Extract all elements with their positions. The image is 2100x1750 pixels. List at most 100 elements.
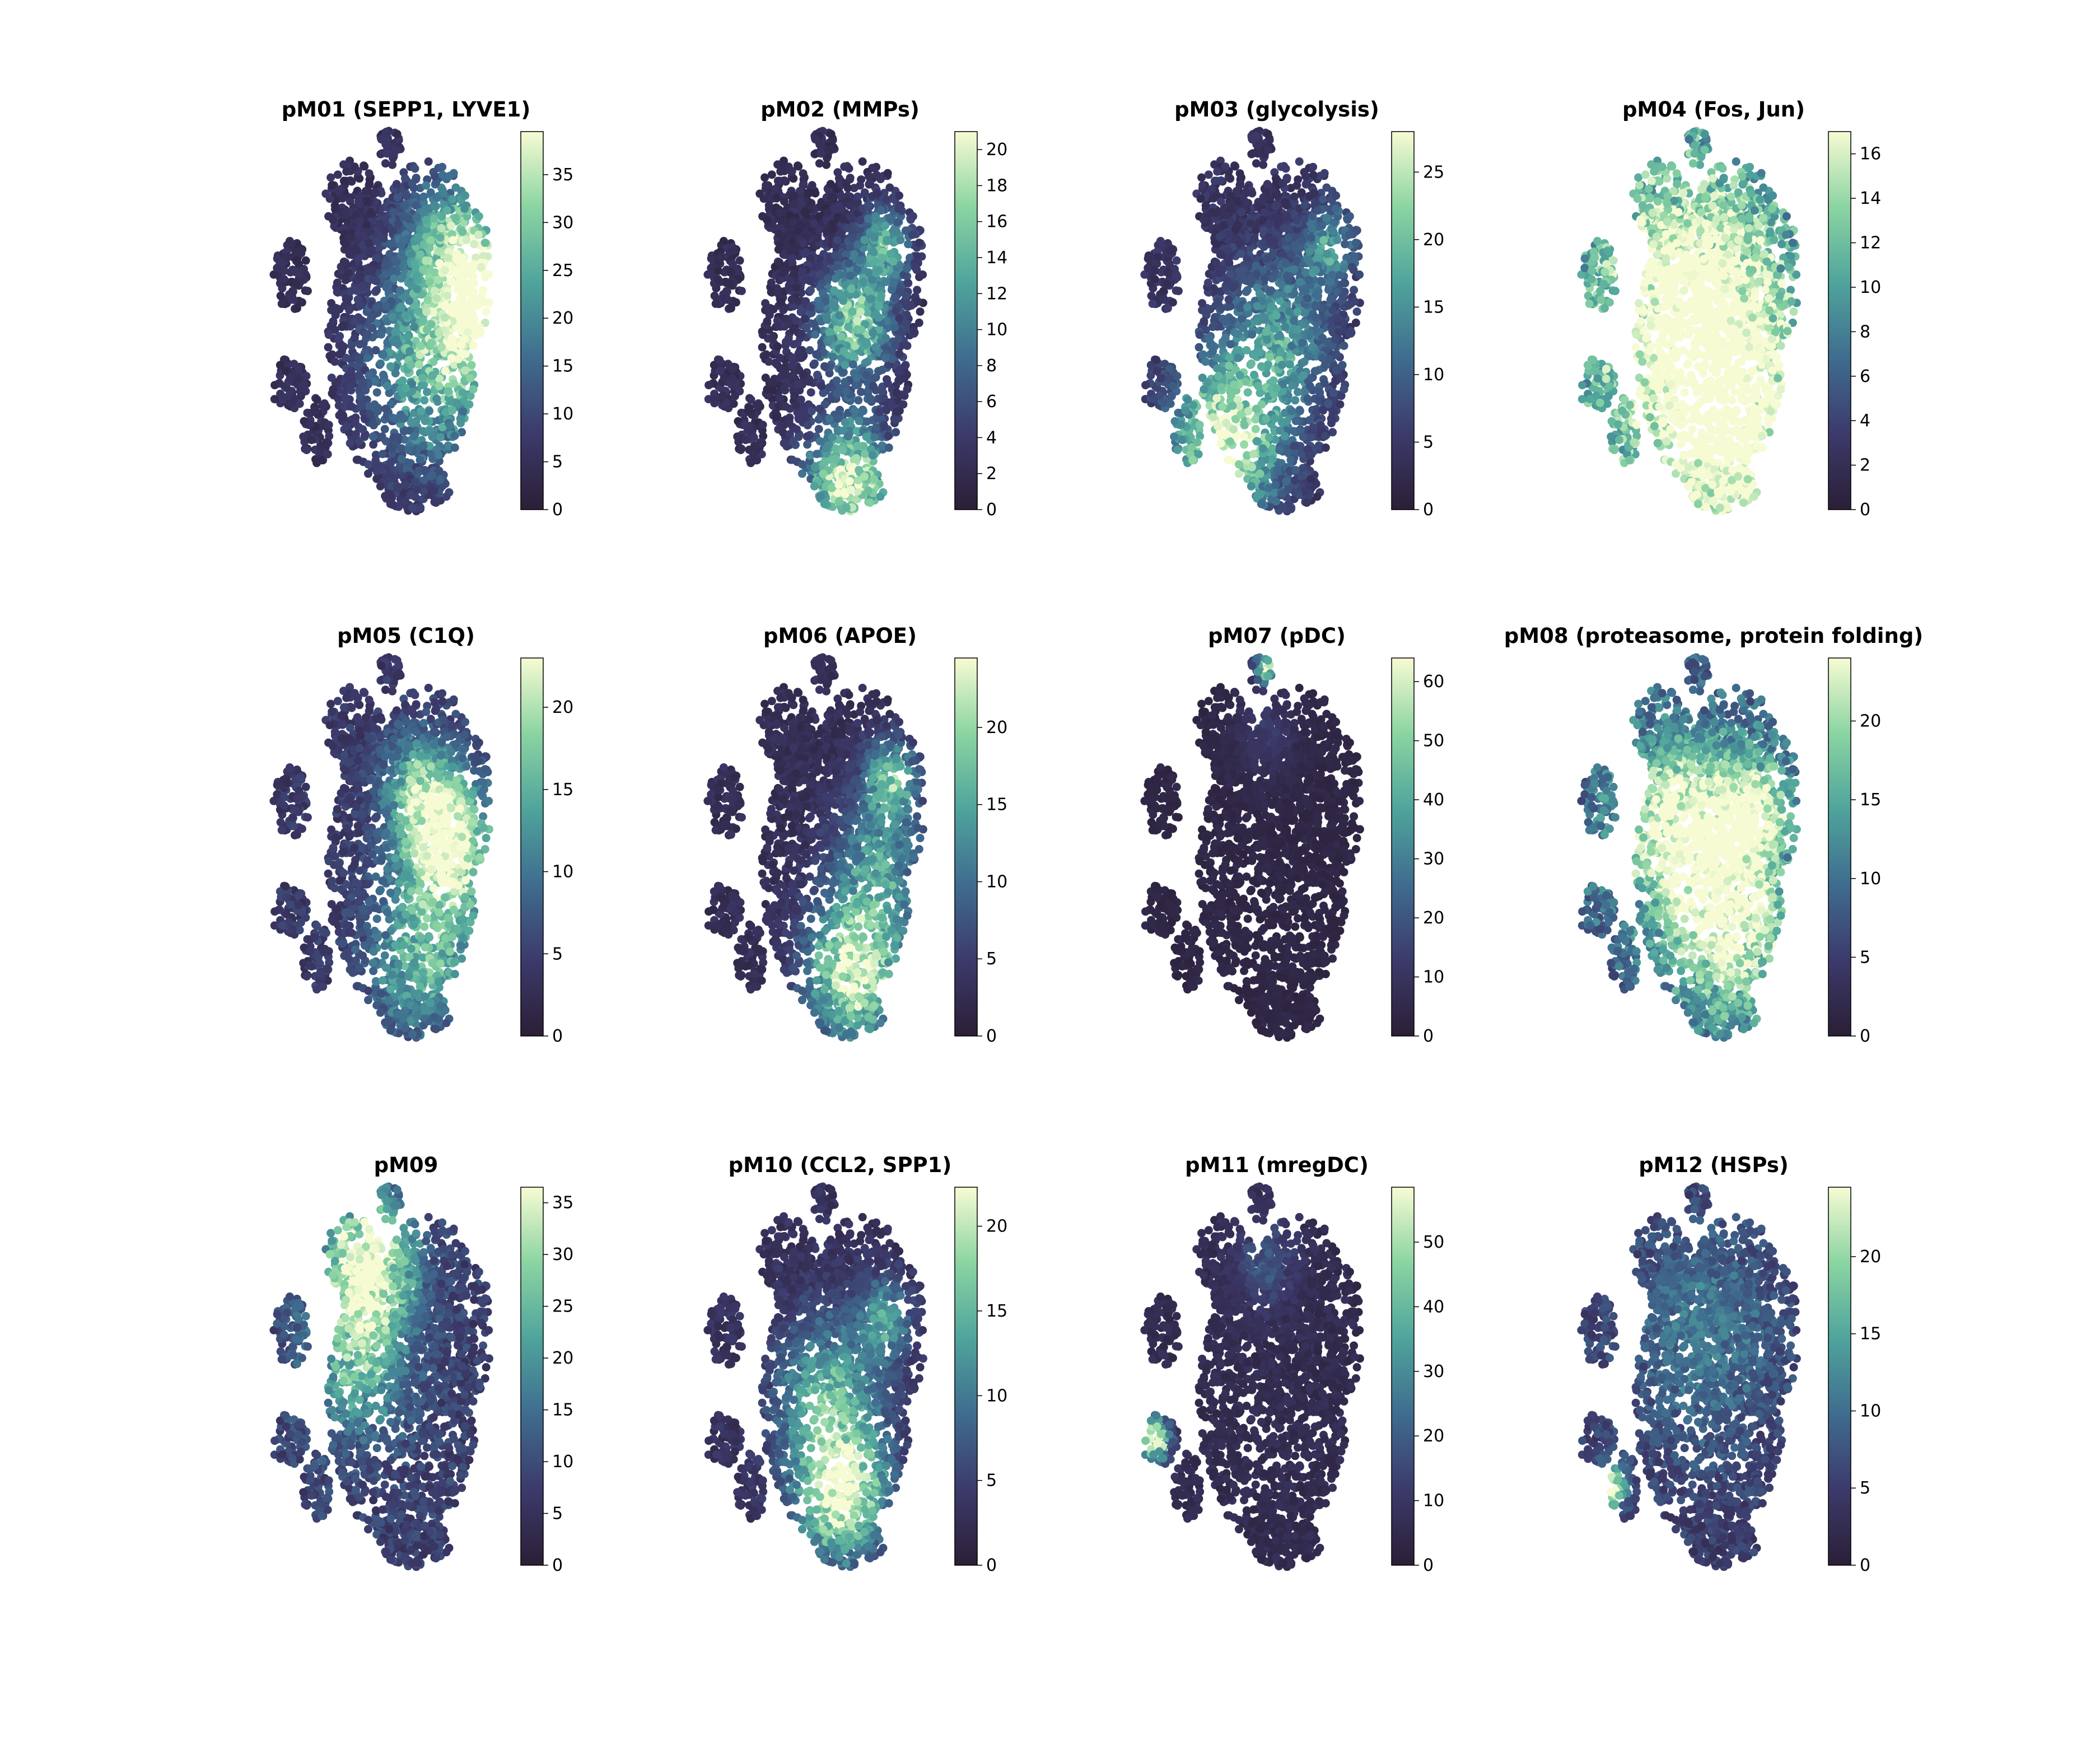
panel-02-point	[758, 421, 767, 430]
panel-01-point	[430, 172, 439, 181]
panel-02-point	[861, 338, 870, 347]
panel-01-point	[450, 431, 459, 440]
panel-02-point	[843, 432, 852, 441]
panel-01-point	[292, 279, 301, 288]
panel-02-point	[740, 420, 749, 429]
panel-01-point	[393, 146, 402, 155]
panel-02-point	[704, 381, 713, 390]
panel-01-point	[474, 230, 483, 239]
panel-02-point	[752, 400, 761, 409]
panel-01-point	[365, 179, 374, 188]
panel-02-point	[866, 394, 875, 403]
panel-01-point	[419, 316, 428, 325]
panel-01-point	[461, 366, 469, 375]
panel-01-point	[441, 302, 449, 311]
panel-01-point	[452, 249, 461, 258]
panel-01-point	[447, 277, 455, 286]
panel-01-point	[430, 214, 438, 223]
panel-01-point	[407, 418, 416, 427]
panel-02-point	[866, 498, 874, 507]
panel-02-point	[816, 492, 825, 501]
panel-01-point	[339, 176, 348, 185]
panel-02-point	[799, 179, 808, 188]
panel-02-point	[811, 330, 820, 339]
panel-02-colorbar-tick-label: 18	[986, 176, 1007, 195]
panel-02-point	[788, 353, 797, 362]
panel-02-point	[864, 200, 872, 209]
panel-02-point	[792, 283, 801, 292]
panel-02-point	[889, 278, 898, 287]
panel-02-point	[866, 294, 875, 303]
panel-02-point	[788, 254, 797, 263]
panel-02-point	[873, 189, 882, 198]
panel-01-point	[396, 251, 405, 260]
panel-02-point	[789, 217, 798, 226]
panel-01-point	[322, 438, 331, 447]
panel-01-point	[285, 237, 294, 245]
panel-02-point	[847, 234, 856, 242]
panel-02-point	[772, 413, 781, 422]
panel-02-point	[729, 399, 738, 408]
panel-01-point	[342, 422, 351, 431]
panel-01-point	[426, 472, 435, 481]
panel-01-point	[469, 264, 478, 273]
panel-01-point	[426, 236, 435, 245]
panel-01-point	[402, 384, 410, 393]
panel-01-point	[339, 321, 348, 330]
panel-02-point	[837, 192, 845, 200]
panel-01-point	[356, 192, 365, 200]
panel-01-point	[393, 193, 402, 202]
panel-01-point	[379, 234, 388, 243]
panel-01-point	[373, 407, 382, 416]
panel-01-point	[371, 189, 380, 197]
panel-02-point	[811, 463, 819, 472]
panel-01-point	[422, 325, 431, 334]
panel-02-point	[723, 295, 732, 304]
panel-02-point	[894, 204, 903, 213]
panel-01-point	[389, 226, 397, 235]
panel-02-point	[727, 268, 736, 277]
panel-01-colorbar-tick-label: 25	[552, 261, 573, 281]
panel-01-point	[293, 268, 302, 277]
panel-01-point	[451, 183, 460, 192]
panel-02-point	[759, 194, 768, 203]
panel-02-point	[720, 374, 729, 383]
panel-02-point	[778, 232, 787, 241]
panel-01-point	[342, 394, 351, 403]
panel-01-point	[482, 307, 491, 316]
panel-02-point	[883, 236, 892, 245]
panel-02-point	[871, 224, 880, 232]
panel-01-point	[421, 466, 430, 474]
panel-02-point	[775, 258, 784, 267]
panel-02-point	[891, 270, 900, 279]
panel-01-point	[351, 419, 360, 427]
panel-01-point	[391, 328, 400, 337]
panel-01-point	[328, 350, 337, 359]
panel-02-point	[826, 180, 835, 189]
panel-01-point	[437, 224, 446, 232]
panel-02-point	[892, 227, 901, 236]
panel-02-point	[862, 371, 871, 380]
panel-01-point	[377, 463, 385, 472]
panel-02-point	[892, 388, 901, 397]
panel-02-point	[895, 314, 904, 323]
panel-01-point	[338, 413, 347, 422]
panel-01-point	[458, 306, 466, 315]
panel-02-point	[859, 407, 867, 416]
panel-01-point	[364, 469, 372, 478]
panel-02-point	[800, 208, 809, 217]
panel-02-colorbar-tick-label: 20	[986, 140, 1007, 160]
panel-01-point	[396, 302, 405, 311]
panel-01-point	[411, 201, 420, 210]
panel-01-point	[432, 498, 440, 507]
panel-02-point	[841, 418, 850, 427]
panel-02-point	[844, 259, 853, 268]
panel-02-point	[826, 335, 835, 344]
panel-02-point	[900, 374, 909, 382]
panel-02-point	[856, 307, 865, 316]
panel-02-point	[731, 381, 740, 390]
panel-01-point	[318, 456, 326, 465]
panel-02-points	[703, 127, 927, 516]
panel-01-colorbar-tick-label: 10	[552, 404, 573, 424]
